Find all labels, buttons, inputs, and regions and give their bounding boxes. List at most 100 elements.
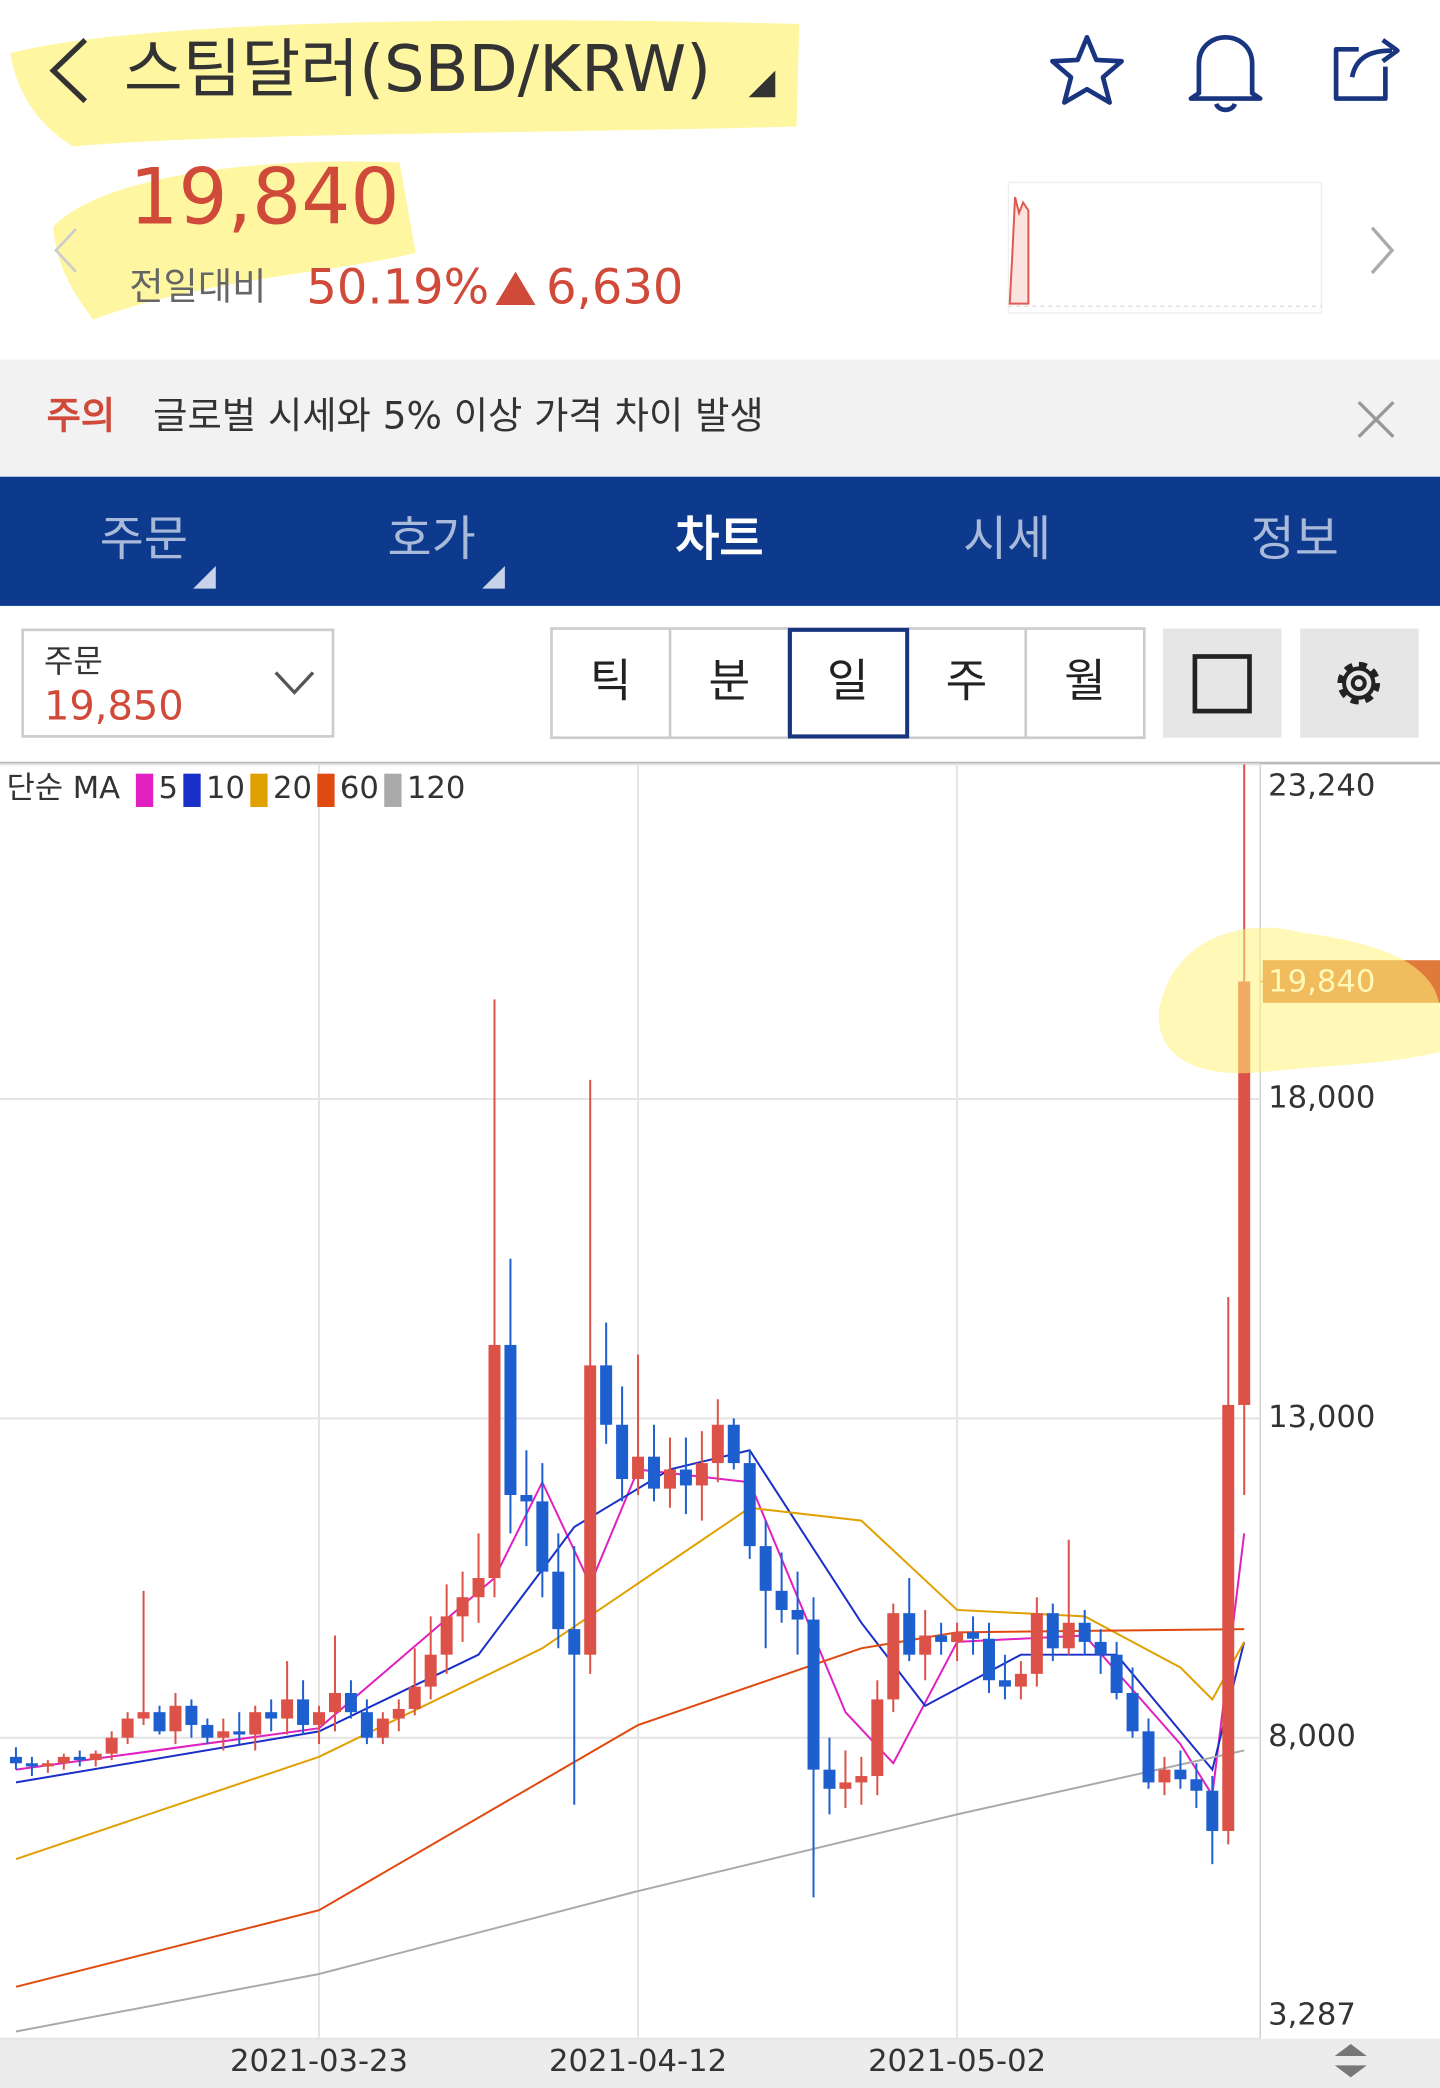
period-option[interactable]: 월 (1064, 654, 1106, 707)
legend-label: 120 (407, 771, 465, 806)
order-label: 주문 (44, 642, 103, 680)
candle-body (488, 1344, 501, 1579)
candle-body (998, 1680, 1011, 1687)
prev-arrow[interactable] (54, 228, 77, 273)
tab[interactable]: 시세 (963, 512, 1051, 567)
candle-body (73, 1756, 86, 1761)
ma-line (15, 1468, 1246, 1799)
candle-body (456, 1597, 469, 1617)
y-tick-label: 13,000 (1268, 1400, 1375, 1435)
gear-ring (1342, 666, 1376, 700)
layout-icon (1192, 654, 1252, 714)
candle-body (823, 1769, 836, 1789)
legend-swatch (250, 773, 268, 807)
candle-body (185, 1705, 198, 1725)
notice-bar (0, 359, 1440, 477)
favorite-button[interactable] (1050, 34, 1124, 105)
change-label: 전일대비 (129, 264, 266, 308)
alert-button[interactable] (1188, 34, 1263, 113)
tab[interactable]: 주문 (100, 512, 188, 567)
candle-body (520, 1495, 533, 1502)
candle-body (839, 1782, 852, 1789)
candle-body (169, 1705, 182, 1732)
change-amount: 6,630 (546, 260, 683, 315)
period-frame (550, 627, 1146, 740)
candle-body (600, 1365, 613, 1425)
candle-body (344, 1693, 357, 1713)
candle-body (759, 1546, 772, 1591)
legend-label: 5 (159, 771, 179, 806)
candle-body (121, 1718, 134, 1738)
candle-body (328, 1693, 341, 1713)
tab-dropdown-indicator (482, 565, 505, 589)
candle-body (855, 1776, 868, 1783)
legend-label: 10 (206, 771, 245, 806)
ma-line (15, 1749, 1245, 2033)
candle-body (1062, 1622, 1075, 1649)
candle-body (408, 1686, 421, 1709)
settings-button[interactable] (1300, 628, 1419, 738)
period-option[interactable]: 일 (827, 654, 869, 707)
candle-body (1078, 1622, 1091, 1642)
candle-body (1190, 1779, 1203, 1791)
candle-body (265, 1712, 278, 1719)
candle-body (727, 1424, 740, 1464)
sparkline-box (1007, 181, 1323, 314)
candle-body (360, 1712, 373, 1738)
legend-title: 단순 MA (7, 771, 121, 806)
period-option[interactable]: 분 (708, 654, 750, 707)
notice-close[interactable] (1357, 400, 1395, 438)
tab[interactable]: 차트 (675, 512, 763, 567)
price: 19,840 (129, 152, 399, 242)
candle-body (903, 1613, 916, 1655)
order-dropdown[interactable] (274, 671, 315, 695)
notice-text: 글로벌 시세와 5% 이상 가격 차이 발생 (153, 394, 764, 438)
order-price: 19,850 (44, 683, 184, 729)
candle-body (57, 1756, 70, 1764)
layout-button[interactable] (1162, 628, 1282, 738)
gear-hole (1350, 675, 1367, 692)
candle-body (472, 1578, 485, 1598)
candle-body (536, 1501, 549, 1572)
candle-body (137, 1712, 150, 1719)
candle-body (1142, 1731, 1155, 1783)
candle-body (648, 1456, 661, 1489)
sparkline (1008, 196, 1030, 305)
y-tick-label: 8,000 (1268, 1719, 1356, 1754)
x-tick-label: 2021-05-02 (868, 2044, 1046, 2079)
candle-body (568, 1629, 581, 1655)
tab[interactable]: 호가 (387, 512, 475, 567)
scroll-handle[interactable] (1334, 2044, 1367, 2078)
notice-label: 주의 (47, 394, 116, 438)
period-option[interactable]: 주 (946, 654, 988, 707)
candle-body (153, 1712, 166, 1732)
candle-body (1158, 1769, 1171, 1783)
candle-body (632, 1456, 645, 1480)
candle-body (1174, 1769, 1187, 1780)
candle-body (711, 1424, 724, 1464)
candle-body (1094, 1641, 1107, 1655)
period-option[interactable]: 틱 (590, 654, 632, 707)
candle-body (887, 1613, 900, 1700)
share-button[interactable] (1333, 38, 1400, 101)
candle-body (201, 1724, 214, 1738)
back-button[interactable] (49, 38, 88, 104)
candle-body (951, 1632, 964, 1642)
y-tick-label: 23,240 (1268, 768, 1375, 803)
x-tick-label: 2021-03-23 (230, 2044, 408, 2079)
legend-swatch (317, 773, 335, 807)
candle-body (249, 1712, 262, 1735)
legend-label: 20 (273, 771, 312, 806)
candle-body (695, 1463, 708, 1486)
tab[interactable]: 정보 (1251, 512, 1339, 567)
candle-body (313, 1712, 326, 1725)
settings-icon (1337, 661, 1381, 705)
next-arrow[interactable] (1370, 226, 1395, 275)
candle-body (297, 1699, 310, 1725)
order-box[interactable] (21, 628, 335, 738)
candle-body (616, 1424, 629, 1480)
period-active (787, 627, 910, 739)
